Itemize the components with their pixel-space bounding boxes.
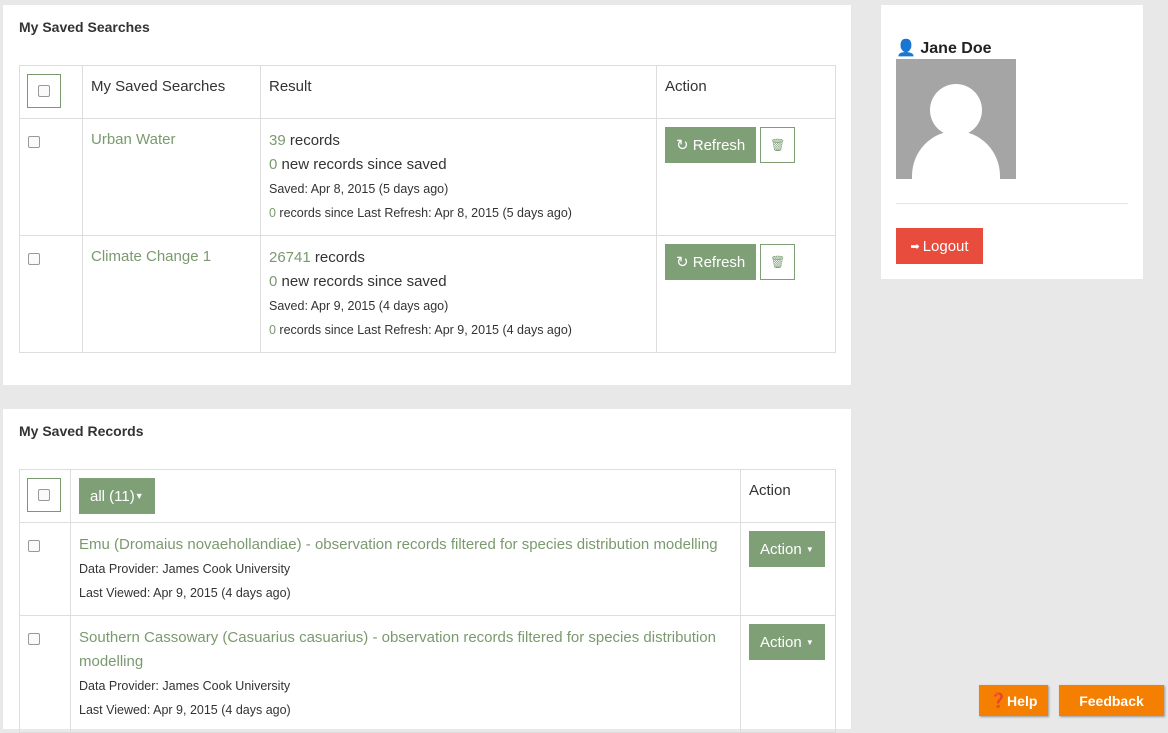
table-row: Urban Water 39 records 0 new records sin… [19,118,836,236]
col-header-action: Action [656,65,836,119]
record-count-label: records [285,132,340,149]
row-checkbox[interactable] [28,253,40,265]
action-label: Action [760,633,802,651]
action-dropdown[interactable]: Action ▼ [749,624,825,660]
sign-out-icon: ➡ [910,240,923,253]
refresh-icon: ↻ [676,254,693,271]
saved-searches-table: My Saved Searches Result Action Urban Wa… [19,65,836,353]
profile-name: 👤 Jane Doe [896,38,992,58]
refresh-label: records since Last Refresh: Apr 8, 2015 … [275,206,572,220]
question-icon: ❓ [989,692,1008,708]
table-row: Climate Change 1 26741 records 0 new rec… [19,235,836,353]
saved-records-panel: My Saved Records all (11) ▼ Action Emu (D… [3,409,851,733]
feedback-label: Feedback [1079,692,1144,709]
refresh-count: 0 [269,323,276,337]
saved-records-title: My Saved Records [19,423,144,439]
row-checkbox[interactable] [28,633,40,645]
record-count: 26741 [269,249,311,266]
refresh-label: records since Last Refresh: Apr 9, 2015 … [275,323,572,337]
new-count: 0 [269,156,278,173]
profile-name-text: Jane Doe [920,40,992,57]
trash-icon: 🗑 [770,255,786,269]
help-label: Help [1007,692,1038,709]
refresh-button[interactable]: ↻ Refresh [665,244,757,280]
select-all-checkbox[interactable] [27,478,61,512]
saved-date: Saved: Apr 9, 2015 (4 days ago) [269,299,449,313]
filter-label: all (11) [90,487,135,505]
user-icon: 👤 [896,40,916,57]
data-provider: Data Provider: James Cook University [79,679,291,693]
select-all-checkbox[interactable] [27,74,61,108]
help-button[interactable]: ❓ Help [979,685,1048,716]
last-viewed: Last Viewed: Apr 9, 2015 (4 days ago) [79,703,291,717]
feedback-button[interactable]: Feedback [1059,685,1164,716]
trash-icon: 🗑 [770,138,786,152]
refresh-button-label: Refresh [692,253,746,271]
caret-down-icon: ▼ [805,637,814,647]
delete-button[interactable]: 🗑 [760,127,796,163]
refresh-count: 0 [269,206,276,220]
action-label: Action [760,540,802,558]
logout-label: Logout [922,237,969,255]
record-link[interactable]: Emu (Dromaius novaehollandiae) - observa… [79,536,718,553]
refresh-button[interactable]: ↻ Refresh [665,127,757,163]
table-row: Emu (Dromaius novaehollandiae) - observa… [19,522,836,616]
delete-button[interactable]: 🗑 [760,244,796,280]
divider [896,203,1128,204]
row-checkbox[interactable] [28,136,40,148]
filter-dropdown[interactable]: all (11) ▼ [79,478,155,514]
record-count-label: records [310,249,365,266]
search-link[interactable]: Urban Water [91,131,176,148]
logout-button[interactable]: ➡ Logout [896,228,983,264]
avatar [896,59,1016,179]
saved-searches-panel: My Saved Searches My Saved Searches Resu… [3,5,851,385]
row-checkbox[interactable] [28,540,40,552]
new-count-label: new records since saved [277,156,447,173]
action-dropdown[interactable]: Action ▼ [749,531,825,567]
saved-date: Saved: Apr 8, 2015 (5 days ago) [269,182,449,196]
last-viewed: Last Viewed: Apr 9, 2015 (4 days ago) [79,586,291,600]
saved-searches-title: My Saved Searches [19,19,150,35]
data-provider: Data Provider: James Cook University [79,562,291,576]
refresh-button-label: Refresh [692,136,746,154]
record-link[interactable]: Southern Cassowary (Casuarius casuarius)… [79,629,716,670]
profile-panel: 👤 Jane Doe ➡ Logout [881,5,1143,279]
new-count: 0 [269,273,278,290]
col-header-result: Result [260,65,657,119]
refresh-icon: ↻ [676,137,693,154]
new-count-label: new records since saved [277,273,447,290]
record-count: 39 [269,132,286,149]
caret-down-icon: ▼ [805,544,814,554]
col-header-action: Action [740,469,836,523]
caret-down-icon: ▼ [134,491,144,501]
saved-records-table: all (11) ▼ Action Emu (Dromaius novaeholl… [19,469,836,733]
col-header-name: My Saved Searches [82,65,261,119]
search-link[interactable]: Climate Change 1 [91,248,212,265]
table-row: Southern Cassowary (Casuarius casuarius)… [19,615,836,733]
